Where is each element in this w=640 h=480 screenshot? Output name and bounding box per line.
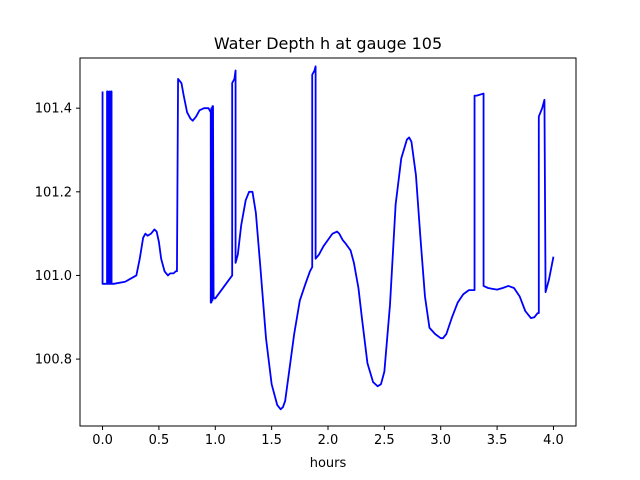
x-tick-label: 1.0 (205, 433, 226, 448)
series-layer (101, 65, 555, 411)
y-tick-label: 101.4 (35, 102, 72, 117)
y-tick-label: 101.2 (35, 185, 72, 200)
x-tick-label: 0.0 (92, 433, 113, 448)
x-axis: 0.0 0.5 1.0 1.5 2.0 2.5 3.0 3.5 4.0 (92, 426, 564, 448)
series-line (101, 65, 555, 411)
chart-title: Water Depth h at gauge 105 (214, 34, 442, 53)
x-tick-label: 2.5 (374, 433, 395, 448)
x-axis-label: hours (310, 456, 347, 471)
y-tick-label: 101.0 (35, 269, 72, 284)
x-tick-label: 1.5 (261, 433, 282, 448)
y-axis: 100.8 101.0 101.2 101.4 (35, 102, 80, 368)
x-tick-label: 3.0 (430, 433, 451, 448)
x-tick-label: 3.5 (487, 433, 508, 448)
x-tick-label: 0.5 (149, 433, 170, 448)
y-tick-label: 100.8 (35, 353, 72, 368)
x-tick-label: 4.0 (543, 433, 564, 448)
x-tick-label: 2.0 (318, 433, 339, 448)
